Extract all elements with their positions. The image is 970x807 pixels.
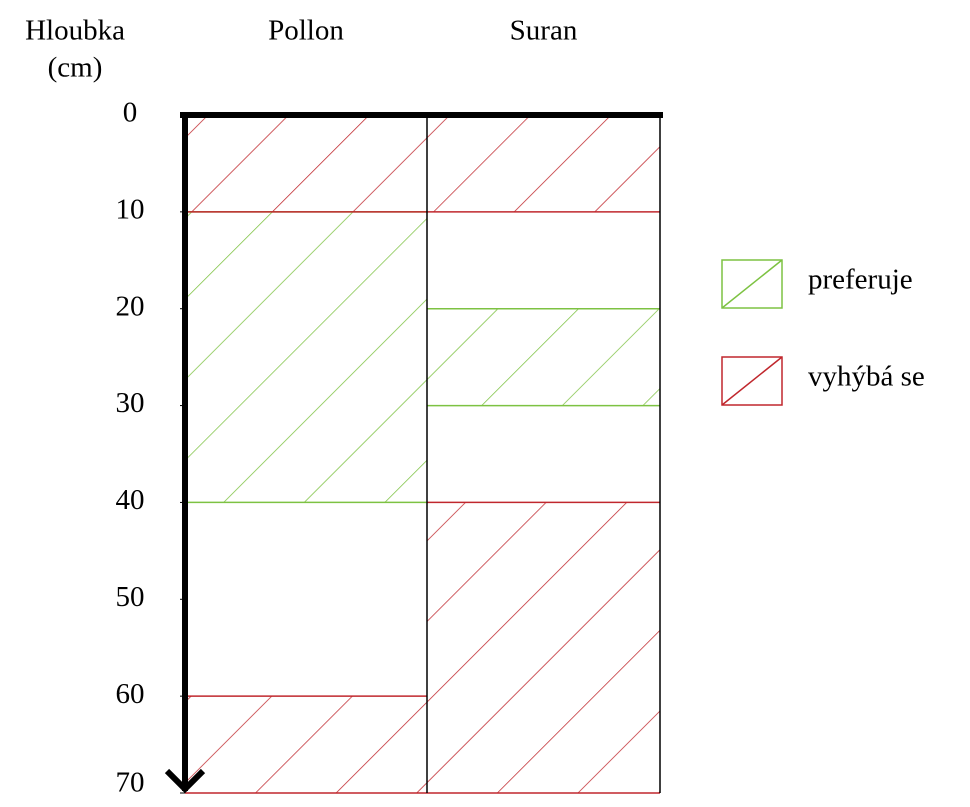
axis-title: (cm) — [48, 52, 103, 84]
y-tick-label: 50 — [116, 581, 145, 613]
column-header: Suran — [510, 15, 578, 47]
axis-title: Hloubka — [25, 15, 125, 47]
y-tick-label: 30 — [116, 387, 145, 419]
legend-hatch — [721, 356, 783, 406]
y-tick-label: 60 — [116, 678, 145, 710]
legend-label: vyhýbá se — [808, 361, 925, 393]
zone — [185, 211, 427, 503]
y-tick-label: 70 — [116, 767, 145, 799]
zone — [427, 308, 660, 406]
y-tick-label: 20 — [116, 290, 145, 322]
legend-hatch — [721, 259, 783, 309]
zone — [185, 696, 427, 793]
zone — [427, 115, 660, 212]
y-tick-label: 10 — [116, 194, 145, 226]
axis-arrow — [164, 768, 206, 794]
legend-swatch — [721, 259, 783, 309]
column-header: Pollon — [268, 15, 344, 47]
legend-swatch — [721, 356, 783, 406]
y-tick-label: 40 — [116, 484, 145, 516]
zone — [427, 502, 660, 793]
legend-label: preferuje — [808, 264, 913, 296]
y-tick-label: 0 — [123, 97, 138, 129]
zone — [185, 115, 427, 212]
